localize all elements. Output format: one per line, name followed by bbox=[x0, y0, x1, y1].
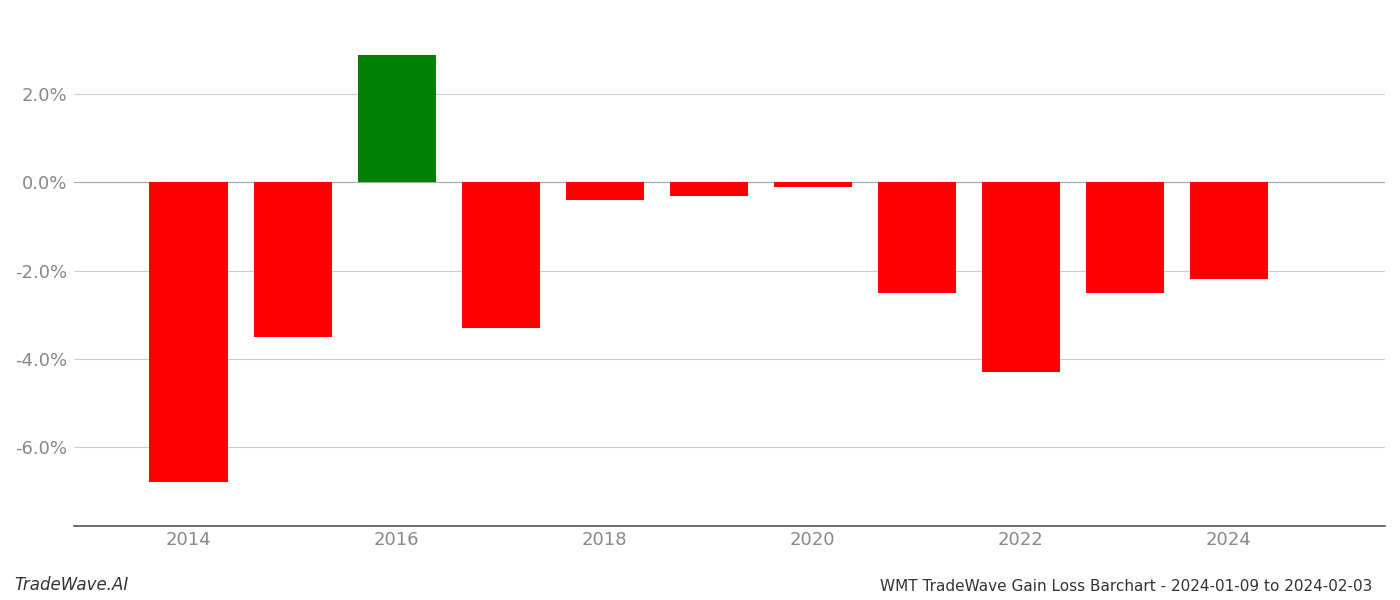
Text: TradeWave.AI: TradeWave.AI bbox=[14, 576, 129, 594]
Bar bbox=[357, 55, 435, 182]
Bar bbox=[566, 182, 644, 200]
Text: WMT TradeWave Gain Loss Barchart - 2024-01-09 to 2024-02-03: WMT TradeWave Gain Loss Barchart - 2024-… bbox=[879, 579, 1372, 594]
Bar bbox=[878, 182, 956, 293]
Bar bbox=[774, 182, 851, 187]
Bar bbox=[253, 182, 332, 337]
Bar bbox=[669, 182, 748, 196]
Bar bbox=[1190, 182, 1268, 280]
Bar bbox=[462, 182, 539, 328]
Bar bbox=[150, 182, 228, 482]
Bar bbox=[1086, 182, 1163, 293]
Bar bbox=[981, 182, 1060, 372]
